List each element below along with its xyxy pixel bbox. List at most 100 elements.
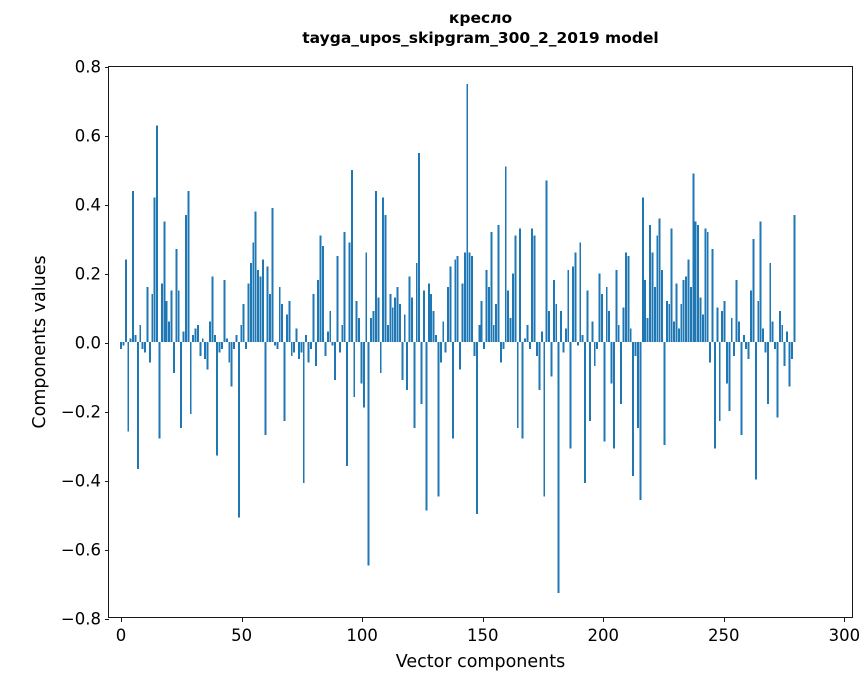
bar — [627, 256, 630, 342]
bar — [600, 293, 603, 342]
bar — [362, 342, 365, 408]
bar — [261, 259, 264, 342]
bar — [504, 166, 507, 342]
bar — [747, 342, 750, 360]
bar — [608, 311, 611, 342]
bar — [591, 321, 594, 342]
bar — [752, 238, 755, 342]
bar — [172, 342, 175, 373]
bar — [615, 269, 618, 342]
bar — [451, 342, 454, 439]
bar — [492, 324, 495, 342]
bar — [160, 283, 163, 342]
bar — [420, 342, 423, 404]
bar — [358, 317, 361, 342]
chart-title-line-2: tayga_upos_skipgram_300_2_2019 model — [302, 29, 659, 47]
bar — [461, 283, 464, 342]
y-tick-mark — [104, 619, 109, 620]
bar — [718, 342, 721, 422]
bar — [447, 287, 450, 342]
bar — [574, 252, 577, 342]
bar — [365, 252, 368, 342]
bar — [521, 342, 524, 439]
bar — [699, 297, 702, 342]
bar — [644, 280, 647, 342]
bar — [588, 342, 591, 422]
x-tick-label: 100 — [346, 626, 378, 645]
bar — [370, 317, 373, 342]
x-tick-mark — [241, 617, 243, 622]
chart-title: кресло tayga_upos_skipgram_300_2_2019 mo… — [108, 8, 853, 48]
bar — [776, 342, 779, 418]
bar — [545, 180, 548, 342]
bar — [249, 262, 252, 342]
bar — [769, 262, 772, 342]
bar — [322, 245, 324, 342]
y-tick-mark — [104, 205, 109, 206]
bar — [343, 232, 346, 342]
bar — [252, 242, 255, 342]
bar — [302, 342, 305, 483]
bar — [136, 342, 139, 470]
bar — [742, 335, 745, 342]
bar — [689, 287, 692, 342]
bar — [264, 342, 267, 435]
bar — [276, 342, 279, 349]
bar — [584, 342, 587, 483]
bar — [762, 328, 764, 342]
y-tick-label: −0.6 — [60, 540, 101, 560]
bar — [473, 342, 476, 356]
bar — [312, 293, 315, 342]
bar — [329, 311, 332, 342]
bar — [168, 321, 171, 342]
bar — [646, 317, 649, 342]
bar — [637, 342, 639, 428]
bar — [372, 311, 375, 342]
bar — [685, 276, 688, 342]
bar — [305, 335, 308, 342]
bar — [254, 211, 257, 342]
bar — [271, 207, 274, 342]
bar — [766, 342, 769, 404]
bar — [177, 290, 180, 342]
y-tick-label: 0.8 — [74, 57, 101, 77]
bar — [216, 342, 219, 456]
bar — [269, 293, 272, 342]
bar — [141, 342, 144, 349]
bar — [663, 342, 666, 446]
bar — [716, 307, 719, 342]
bar — [555, 304, 558, 342]
bar — [687, 259, 690, 342]
bar — [341, 324, 344, 342]
bar — [240, 324, 243, 342]
bar — [415, 262, 418, 342]
x-tick-mark — [482, 617, 484, 622]
bar — [182, 331, 185, 342]
bar — [579, 242, 582, 342]
bar — [721, 311, 724, 342]
bar — [567, 269, 570, 342]
y-tick-mark — [104, 412, 109, 413]
x-axis-label: Vector components — [395, 652, 566, 672]
bar — [283, 342, 286, 422]
bar — [336, 256, 339, 342]
bar — [557, 342, 560, 593]
bar — [391, 307, 394, 342]
bar — [247, 283, 250, 342]
bar — [175, 249, 178, 342]
bar — [439, 342, 442, 363]
bar — [668, 304, 671, 342]
bar — [475, 342, 478, 514]
bar — [560, 311, 563, 342]
bar — [403, 314, 406, 342]
x-tick-label: 0 — [115, 626, 127, 645]
bar — [576, 342, 579, 346]
bar — [437, 342, 440, 497]
y-tick-label: 0.6 — [74, 126, 101, 146]
bar — [122, 342, 125, 346]
bar — [360, 342, 363, 384]
bar — [201, 338, 204, 342]
bar — [713, 342, 716, 449]
bar — [221, 342, 223, 349]
bar — [511, 273, 514, 342]
